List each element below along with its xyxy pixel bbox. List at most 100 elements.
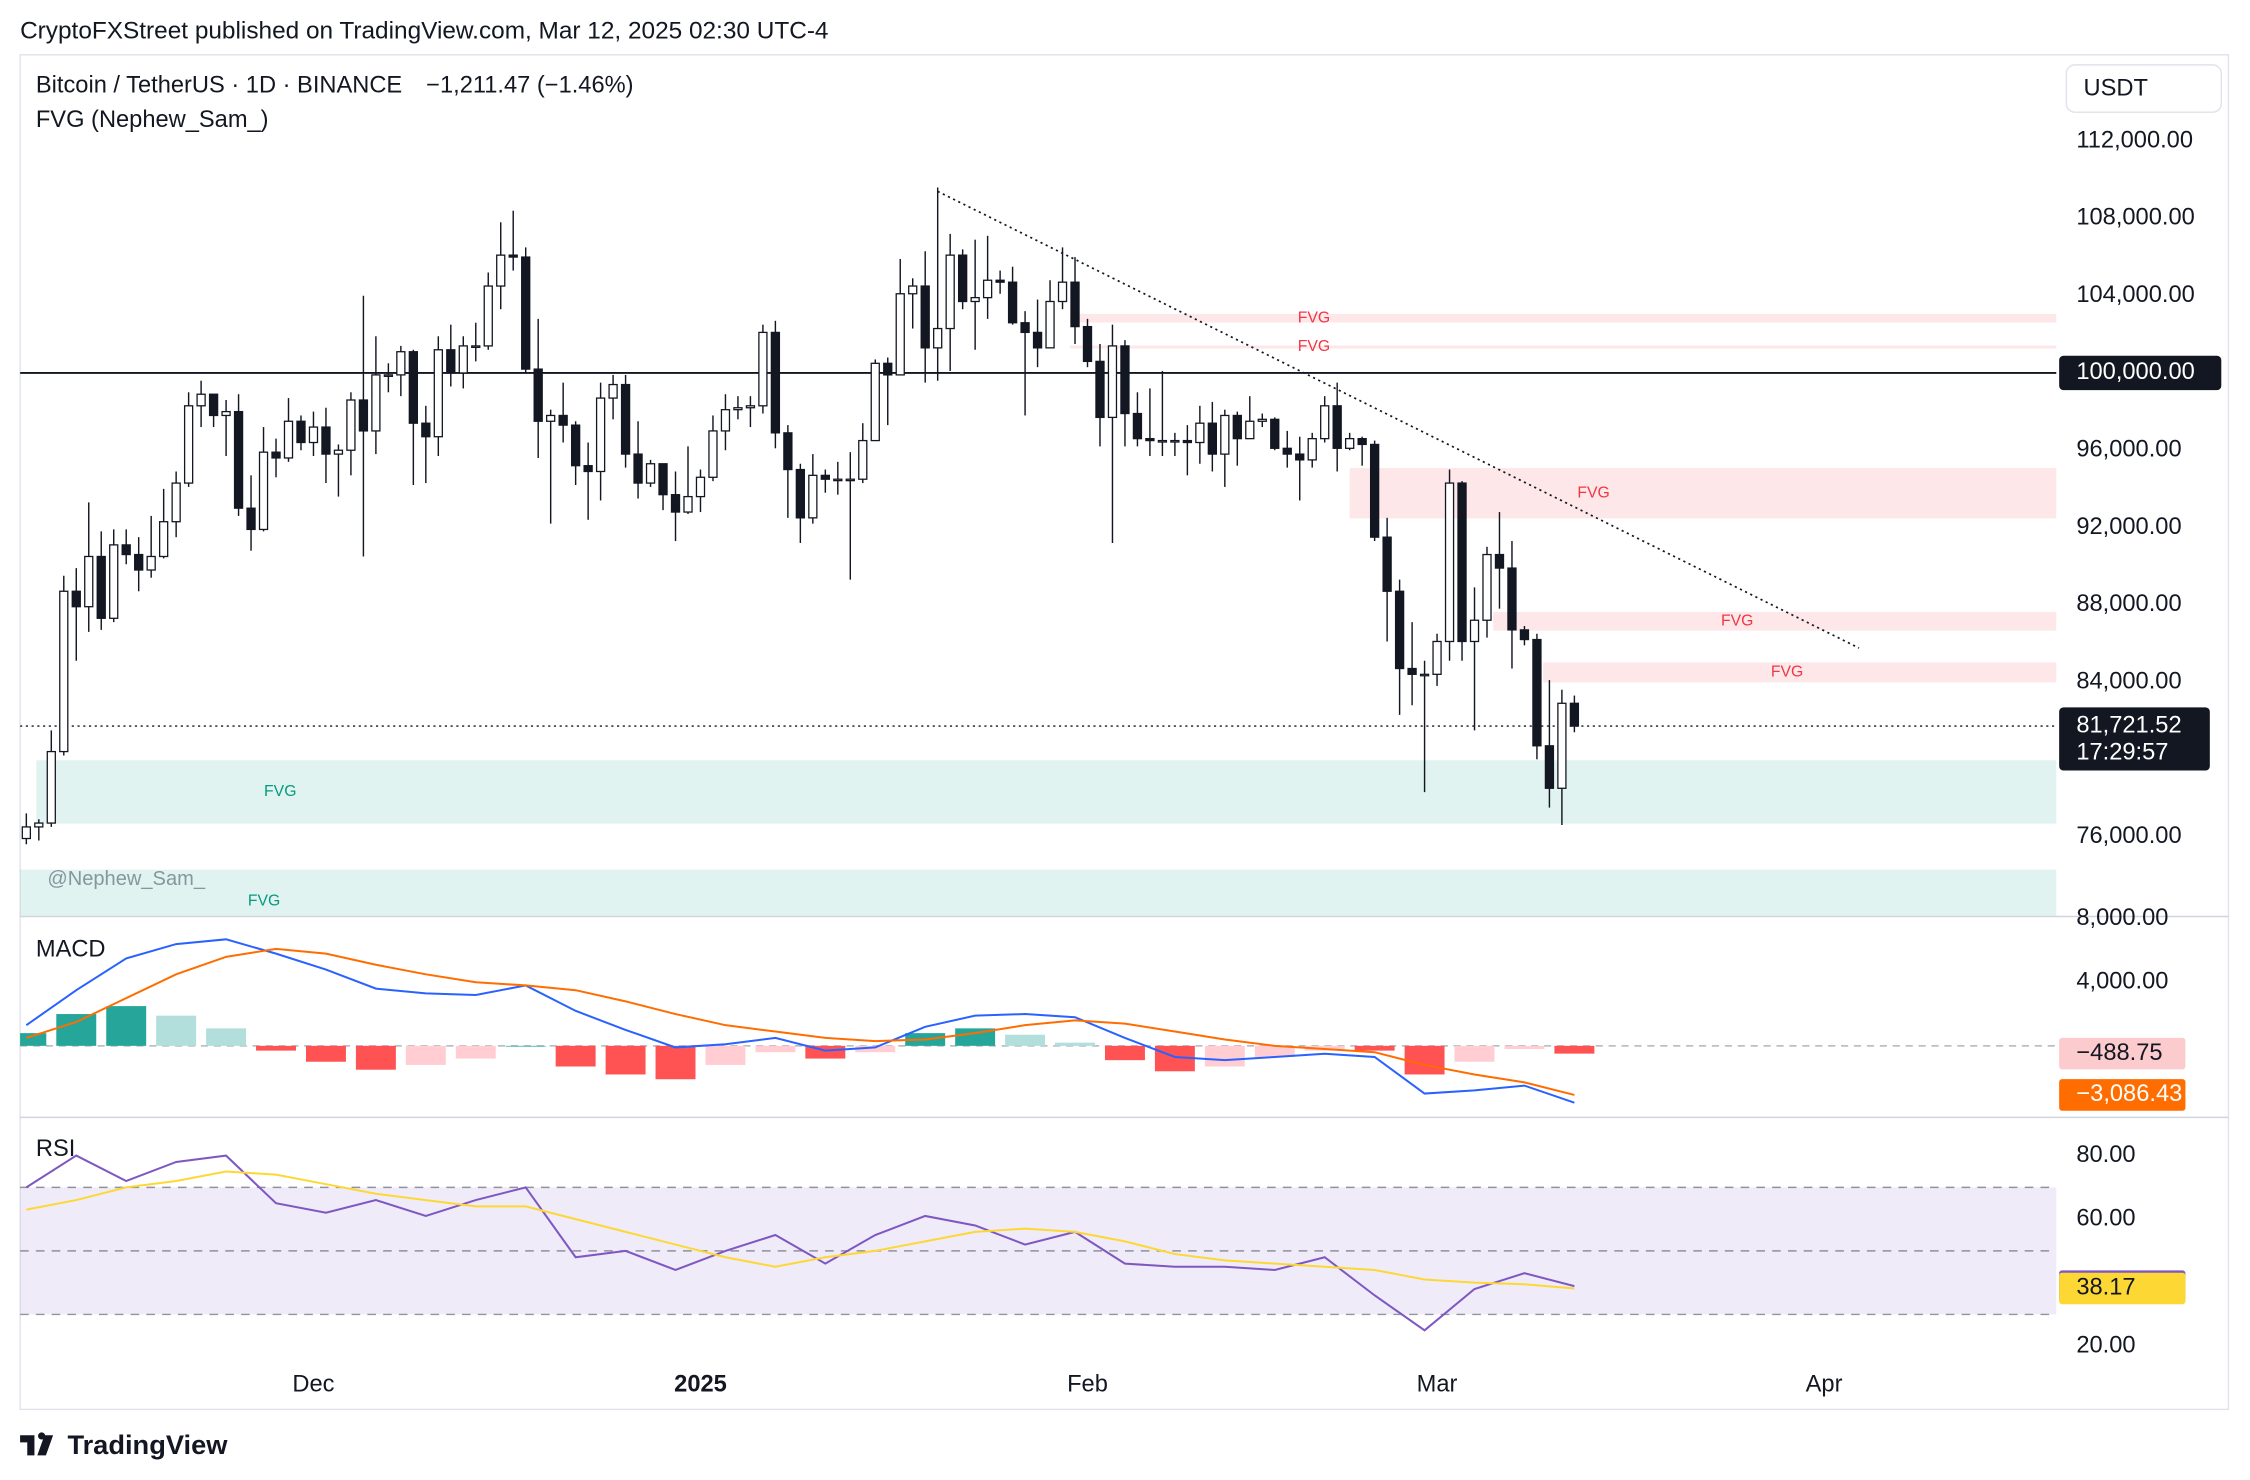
currency-box[interactable] xyxy=(2065,64,2223,113)
candle-body xyxy=(1070,281,1080,328)
y-tick-label: 8,000.00 xyxy=(2076,905,2168,931)
x-tick-label: Feb xyxy=(1067,1371,1108,1397)
candle-body xyxy=(583,465,593,473)
candle-body xyxy=(870,362,880,442)
candle-body xyxy=(84,555,94,608)
histogram-bar xyxy=(1504,1045,1545,1050)
hline-label-box xyxy=(2059,355,2222,391)
candle-body xyxy=(720,409,731,432)
candle-body xyxy=(96,555,106,619)
candle-body xyxy=(446,349,456,374)
candle-body xyxy=(1407,667,1417,675)
histogram-bar xyxy=(1354,1045,1395,1051)
price-pane: FVG FVG FVG FVG FVG FVG FVG xyxy=(20,187,2057,916)
y-tick-label: 84,000.00 xyxy=(2076,668,2181,694)
candle-body xyxy=(333,449,344,455)
rsi-pane xyxy=(20,1154,2057,1332)
candle-body xyxy=(1095,360,1105,419)
candle-body xyxy=(1394,590,1405,670)
candle-body xyxy=(745,405,756,409)
symbol: Bitcoin / TetherUS · 1D · BINANCE xyxy=(36,73,402,99)
candle-body xyxy=(1032,331,1043,349)
y-tick-label: 92,000.00 xyxy=(2076,514,2181,540)
candle-body xyxy=(183,405,194,484)
candle-body xyxy=(134,553,144,571)
fvg-zone xyxy=(1349,468,2057,519)
candle-body xyxy=(708,430,718,478)
histogram-bar xyxy=(855,1045,896,1053)
histogram-bar xyxy=(56,1014,97,1046)
fvg-label: FVG xyxy=(1771,664,1803,681)
pane-title: RSI xyxy=(36,1136,75,1162)
fvg-zone xyxy=(1543,662,2057,683)
candle-body xyxy=(458,345,468,374)
y-tick-label: 60.00 xyxy=(2076,1205,2135,1231)
candle-body xyxy=(1207,422,1218,455)
candle-body xyxy=(1345,437,1355,449)
value-label-box xyxy=(2059,1079,2186,1111)
candle-body xyxy=(396,351,406,376)
candle-body xyxy=(383,374,394,377)
candle-body xyxy=(1307,437,1317,461)
candle-body xyxy=(1382,536,1392,592)
histogram-bar xyxy=(1204,1045,1245,1067)
y-tick-label: 88,000.00 xyxy=(2076,591,2181,617)
candle-body xyxy=(421,422,431,438)
histogram-bar xyxy=(20,1033,47,1046)
candle-body xyxy=(46,750,56,824)
candle-body xyxy=(795,468,806,519)
candle-body xyxy=(321,426,331,455)
candle-body xyxy=(1469,619,1480,643)
histogram-bar xyxy=(655,1045,696,1080)
histogram-bar xyxy=(1055,1042,1095,1046)
histogram-bar xyxy=(1254,1045,1295,1057)
frame xyxy=(19,54,2230,1411)
candle-body xyxy=(658,463,668,496)
candle-body xyxy=(471,345,481,349)
candle-body xyxy=(783,432,793,471)
fvg-label: FVG xyxy=(1298,309,1330,326)
candle-body xyxy=(957,254,968,303)
fvg-zone xyxy=(20,869,2057,916)
candle-body xyxy=(371,374,381,432)
candle-body xyxy=(1357,437,1367,446)
candle-body xyxy=(1145,437,1155,442)
candle-body xyxy=(1432,640,1442,675)
candle-body xyxy=(645,463,656,484)
histogram-bar xyxy=(1454,1045,1495,1062)
candle-body xyxy=(1057,281,1068,303)
candle-body xyxy=(570,424,581,467)
x-tick-label: Apr xyxy=(1806,1371,1843,1397)
candle-body xyxy=(308,426,319,444)
candle-body xyxy=(1045,300,1055,349)
candle-body xyxy=(196,393,206,407)
histogram-bar xyxy=(1554,1045,1595,1054)
histogram-bar xyxy=(1404,1045,1445,1075)
histogram-bar xyxy=(256,1045,296,1051)
candle-body xyxy=(1220,414,1230,455)
currency[interactable]: USDT xyxy=(2084,76,2148,102)
countdown: 17:29:57 xyxy=(2076,740,2168,766)
candle-body xyxy=(433,349,443,438)
candle-body xyxy=(1282,447,1292,455)
candle-body xyxy=(221,410,231,417)
fvg-label: FVG xyxy=(1577,484,1609,501)
candle-body xyxy=(595,397,606,473)
y-tick-label: 76,000.00 xyxy=(2076,823,2181,849)
candle-body xyxy=(1532,638,1542,747)
fvg-label: FVG xyxy=(1298,338,1330,355)
candle-body xyxy=(483,285,493,347)
candle-body xyxy=(246,507,256,531)
fvg-zone xyxy=(1070,345,2057,349)
candle-body xyxy=(1369,443,1380,538)
candle-body xyxy=(1270,418,1280,449)
y-tick-label: 20.00 xyxy=(2076,1332,2135,1358)
candle-body xyxy=(146,555,156,571)
candle-body xyxy=(546,414,556,422)
histogram-bar xyxy=(605,1045,646,1075)
change: −1,211.47 (−1.46%) xyxy=(426,73,633,99)
indicator-line xyxy=(26,1170,1575,1290)
candle-body xyxy=(34,822,44,828)
candle-body xyxy=(59,590,69,753)
